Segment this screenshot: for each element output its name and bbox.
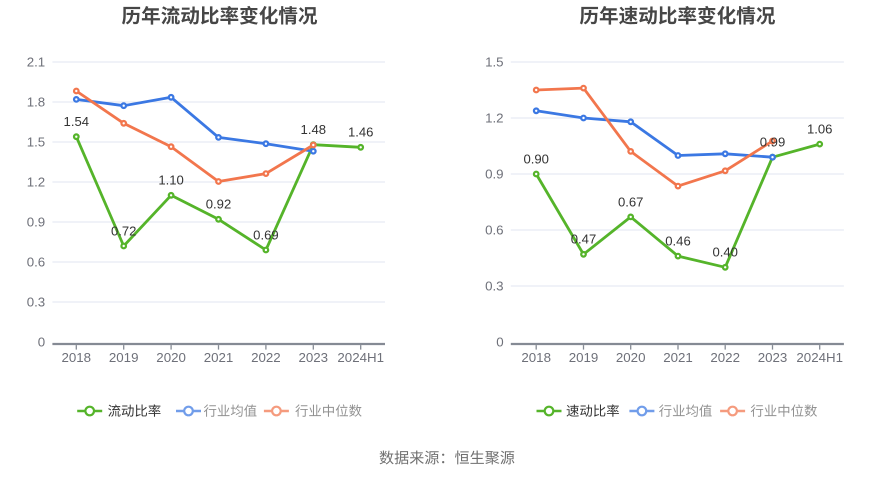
svg-text:0.6: 0.6: [485, 223, 504, 238]
svg-text:0.9: 0.9: [27, 215, 46, 230]
svg-text:2023: 2023: [299, 350, 329, 365]
svg-text:0.3: 0.3: [485, 279, 504, 294]
svg-text:2022: 2022: [251, 350, 281, 365]
svg-text:2019: 2019: [109, 350, 139, 365]
svg-text:0: 0: [38, 335, 45, 350]
svg-text:0.6: 0.6: [27, 255, 46, 270]
svg-text:0.46: 0.46: [665, 234, 690, 249]
svg-text:0.69: 0.69: [253, 227, 278, 242]
svg-text:0.92: 0.92: [206, 197, 231, 212]
svg-text:0.67: 0.67: [618, 194, 643, 209]
svg-text:0.72: 0.72: [111, 223, 136, 238]
svg-text:2021: 2021: [204, 350, 234, 365]
svg-text:2022: 2022: [710, 350, 740, 365]
svg-text:0.47: 0.47: [571, 232, 596, 247]
svg-text:2018: 2018: [62, 350, 92, 365]
svg-text:1.46: 1.46: [348, 125, 373, 140]
svg-text:2018: 2018: [521, 350, 551, 365]
svg-text:1.5: 1.5: [27, 135, 46, 150]
svg-text:2021: 2021: [663, 350, 693, 365]
svg-text:0.99: 0.99: [760, 135, 785, 150]
svg-text:0.3: 0.3: [27, 295, 46, 310]
svg-text:0: 0: [496, 335, 503, 350]
svg-text:0.9: 0.9: [485, 167, 504, 182]
svg-text:1.54: 1.54: [64, 114, 89, 129]
svg-text:1.06: 1.06: [807, 122, 832, 137]
svg-text:2020: 2020: [156, 350, 186, 365]
svg-text:1.10: 1.10: [158, 173, 183, 188]
svg-text:2020: 2020: [616, 350, 646, 365]
svg-text:2019: 2019: [569, 350, 599, 365]
svg-text:2.1: 2.1: [27, 55, 46, 70]
svg-text:1.2: 1.2: [485, 111, 504, 126]
svg-text:2024H1: 2024H1: [796, 350, 843, 365]
svg-text:1.8: 1.8: [27, 95, 46, 110]
svg-text:1.2: 1.2: [27, 175, 46, 190]
svg-text:2023: 2023: [758, 350, 788, 365]
svg-text:2024H1: 2024H1: [337, 350, 384, 365]
svg-text:1.48: 1.48: [301, 122, 326, 137]
svg-text:1.5: 1.5: [485, 55, 504, 70]
svg-text:0.40: 0.40: [712, 245, 737, 260]
svg-text:0.90: 0.90: [523, 151, 548, 166]
